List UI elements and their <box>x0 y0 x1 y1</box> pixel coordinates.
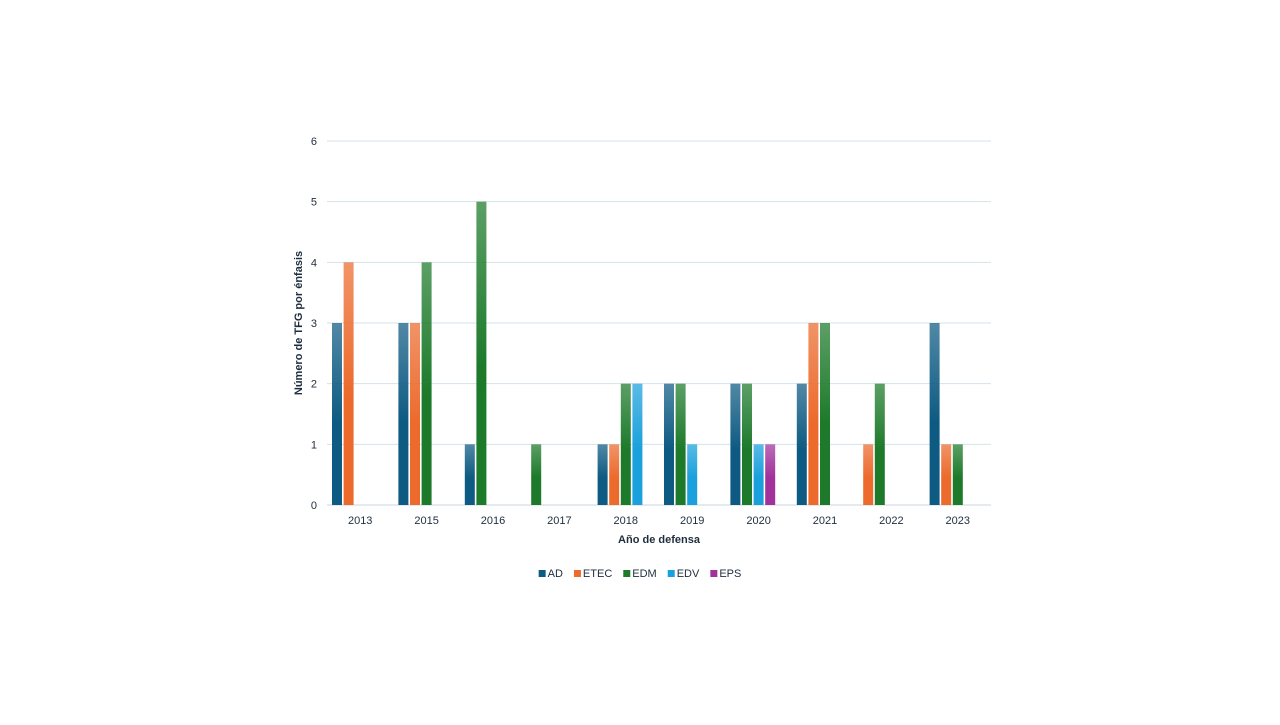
legend-label: EDV <box>677 568 700 580</box>
bar-eps-2020 <box>765 444 776 505</box>
y-tick-label: 0 <box>311 500 317 512</box>
y-axis-ticks: 0 1 2 3 4 5 6 <box>311 136 317 512</box>
y-tick-label: 6 <box>311 136 317 148</box>
bar-etec-2018 <box>609 444 620 505</box>
x-axis-title: Año de defensa <box>618 534 701 546</box>
x-tick-label: 2021 <box>813 515 837 527</box>
legend-item-edm: EDM <box>623 568 657 580</box>
legend-item-eps: EPS <box>710 568 741 580</box>
bar-ad-2019 <box>664 383 674 505</box>
legend-item-edv: EDV <box>667 568 700 580</box>
bar-ad-2016 <box>464 444 475 505</box>
y-tick-label: 1 <box>311 439 317 451</box>
legend-swatch <box>573 570 581 577</box>
bar-etec-2022 <box>863 444 874 505</box>
bar-ad-2015 <box>398 323 409 505</box>
legend-label: AD <box>548 568 563 580</box>
bar-edm-2023 <box>952 444 963 505</box>
y-tick-label: 2 <box>311 379 317 391</box>
y-tick-label: 3 <box>311 318 317 330</box>
x-tick-label: 2017 <box>547 515 571 527</box>
x-tick-label: 2023 <box>946 515 970 527</box>
y-axis-title: Número de TFG por énfasis <box>293 251 305 395</box>
legend-item-etec: ETEC <box>573 568 612 580</box>
y-tick-label: 5 <box>311 197 317 209</box>
x-tick-label: 2020 <box>746 515 770 527</box>
legend-swatch <box>623 570 631 577</box>
x-axis-ticks: 2013 2015 2016 2017 2018 2019 2020 2021 2022 2023 <box>348 515 970 527</box>
bar-ad-2020 <box>730 383 741 505</box>
x-tick-label: 2013 <box>348 515 372 527</box>
y-tick-label: 4 <box>311 257 317 269</box>
bar-edm-2019 <box>675 383 686 505</box>
legend-label: EPS <box>719 568 741 580</box>
legend-swatch <box>538 570 546 577</box>
legend: AD ETEC EDM EDV EPS <box>538 568 741 580</box>
bar-etec-2021 <box>808 323 819 505</box>
x-tick-label: 2022 <box>879 515 903 527</box>
bar-ad-2021 <box>796 383 807 505</box>
x-tick-label: 2018 <box>614 515 638 527</box>
bar-edm-2022 <box>874 383 885 505</box>
bar-etec-2013 <box>343 262 354 505</box>
x-tick-label: 2019 <box>680 515 704 527</box>
bar-edm-2016 <box>476 201 487 505</box>
bar-edm-2020 <box>742 383 752 505</box>
gridlines <box>327 140 991 506</box>
bar-edm-2021 <box>820 323 830 505</box>
bar-ad-2023 <box>929 323 940 505</box>
bar-edm-2017 <box>531 444 542 505</box>
x-tick-label: 2015 <box>414 515 438 527</box>
legend-swatch <box>710 570 718 577</box>
legend-swatch <box>667 570 675 577</box>
bar-etec-2015 <box>410 323 420 505</box>
bar-edm-2018 <box>620 383 631 505</box>
legend-label: EDM <box>632 568 656 580</box>
bars <box>332 201 963 505</box>
legend-label: ETEC <box>583 568 612 580</box>
legend-item-ad: AD <box>538 568 563 580</box>
bar-ad-2013 <box>332 323 342 505</box>
bar-edm-2015 <box>421 262 432 505</box>
bar-edv-2020 <box>753 444 764 505</box>
bar-ad-2018 <box>597 444 608 505</box>
bar-edv-2018 <box>632 383 643 505</box>
x-tick-label: 2016 <box>481 515 505 527</box>
bar-etec-2023 <box>941 444 952 505</box>
bar-edv-2019 <box>687 444 698 505</box>
